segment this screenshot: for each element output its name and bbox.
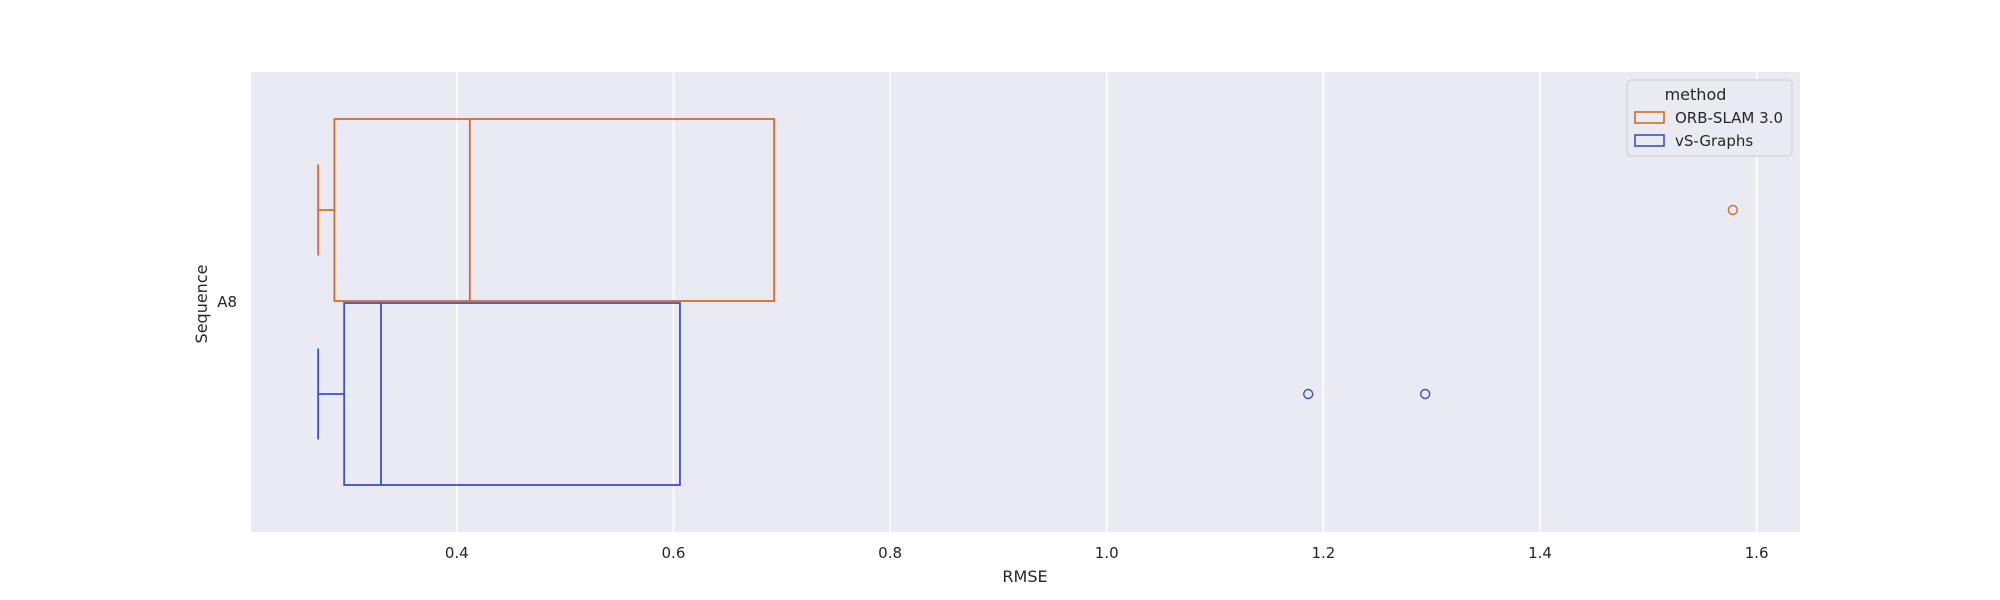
outlier-point bbox=[1420, 388, 1431, 400]
plot-background bbox=[251, 72, 1800, 532]
legend-label: vS-Graphs bbox=[1675, 132, 1753, 150]
legend-title: method bbox=[1665, 85, 1727, 104]
legend-swatch bbox=[1634, 111, 1665, 124]
x-tick-label: 0.8 bbox=[878, 544, 902, 562]
x-axis-label: RMSE bbox=[1002, 567, 1047, 586]
legend: method ORB-SLAM 3.0 vS-Graphs bbox=[1626, 79, 1793, 157]
y-tick-label: A8 bbox=[217, 293, 237, 311]
legend-label: ORB-SLAM 3.0 bbox=[1675, 109, 1783, 127]
x-tick-label: 0.4 bbox=[445, 544, 469, 562]
x-tick-label: 1.6 bbox=[1745, 544, 1769, 562]
outlier-point bbox=[1303, 388, 1314, 400]
box-group bbox=[317, 302, 1431, 486]
x-tick-label: 1.0 bbox=[1095, 544, 1119, 562]
boxes bbox=[317, 118, 1739, 486]
legend-swatch bbox=[1634, 134, 1665, 147]
x-axis-ticks: 0.4 0.6 0.8 1.0 1.2 1.4 1.6 bbox=[445, 544, 1769, 562]
x-tick-label: 0.6 bbox=[662, 544, 686, 562]
x-tick-label: 1.4 bbox=[1528, 544, 1552, 562]
outlier-point bbox=[1727, 204, 1739, 216]
x-tick-label: 1.2 bbox=[1311, 544, 1335, 562]
y-axis-label: Sequence bbox=[192, 265, 211, 344]
legend-frame bbox=[1626, 79, 1793, 157]
y-axis-ticks: A8 bbox=[217, 293, 237, 311]
box-group bbox=[317, 118, 1739, 302]
